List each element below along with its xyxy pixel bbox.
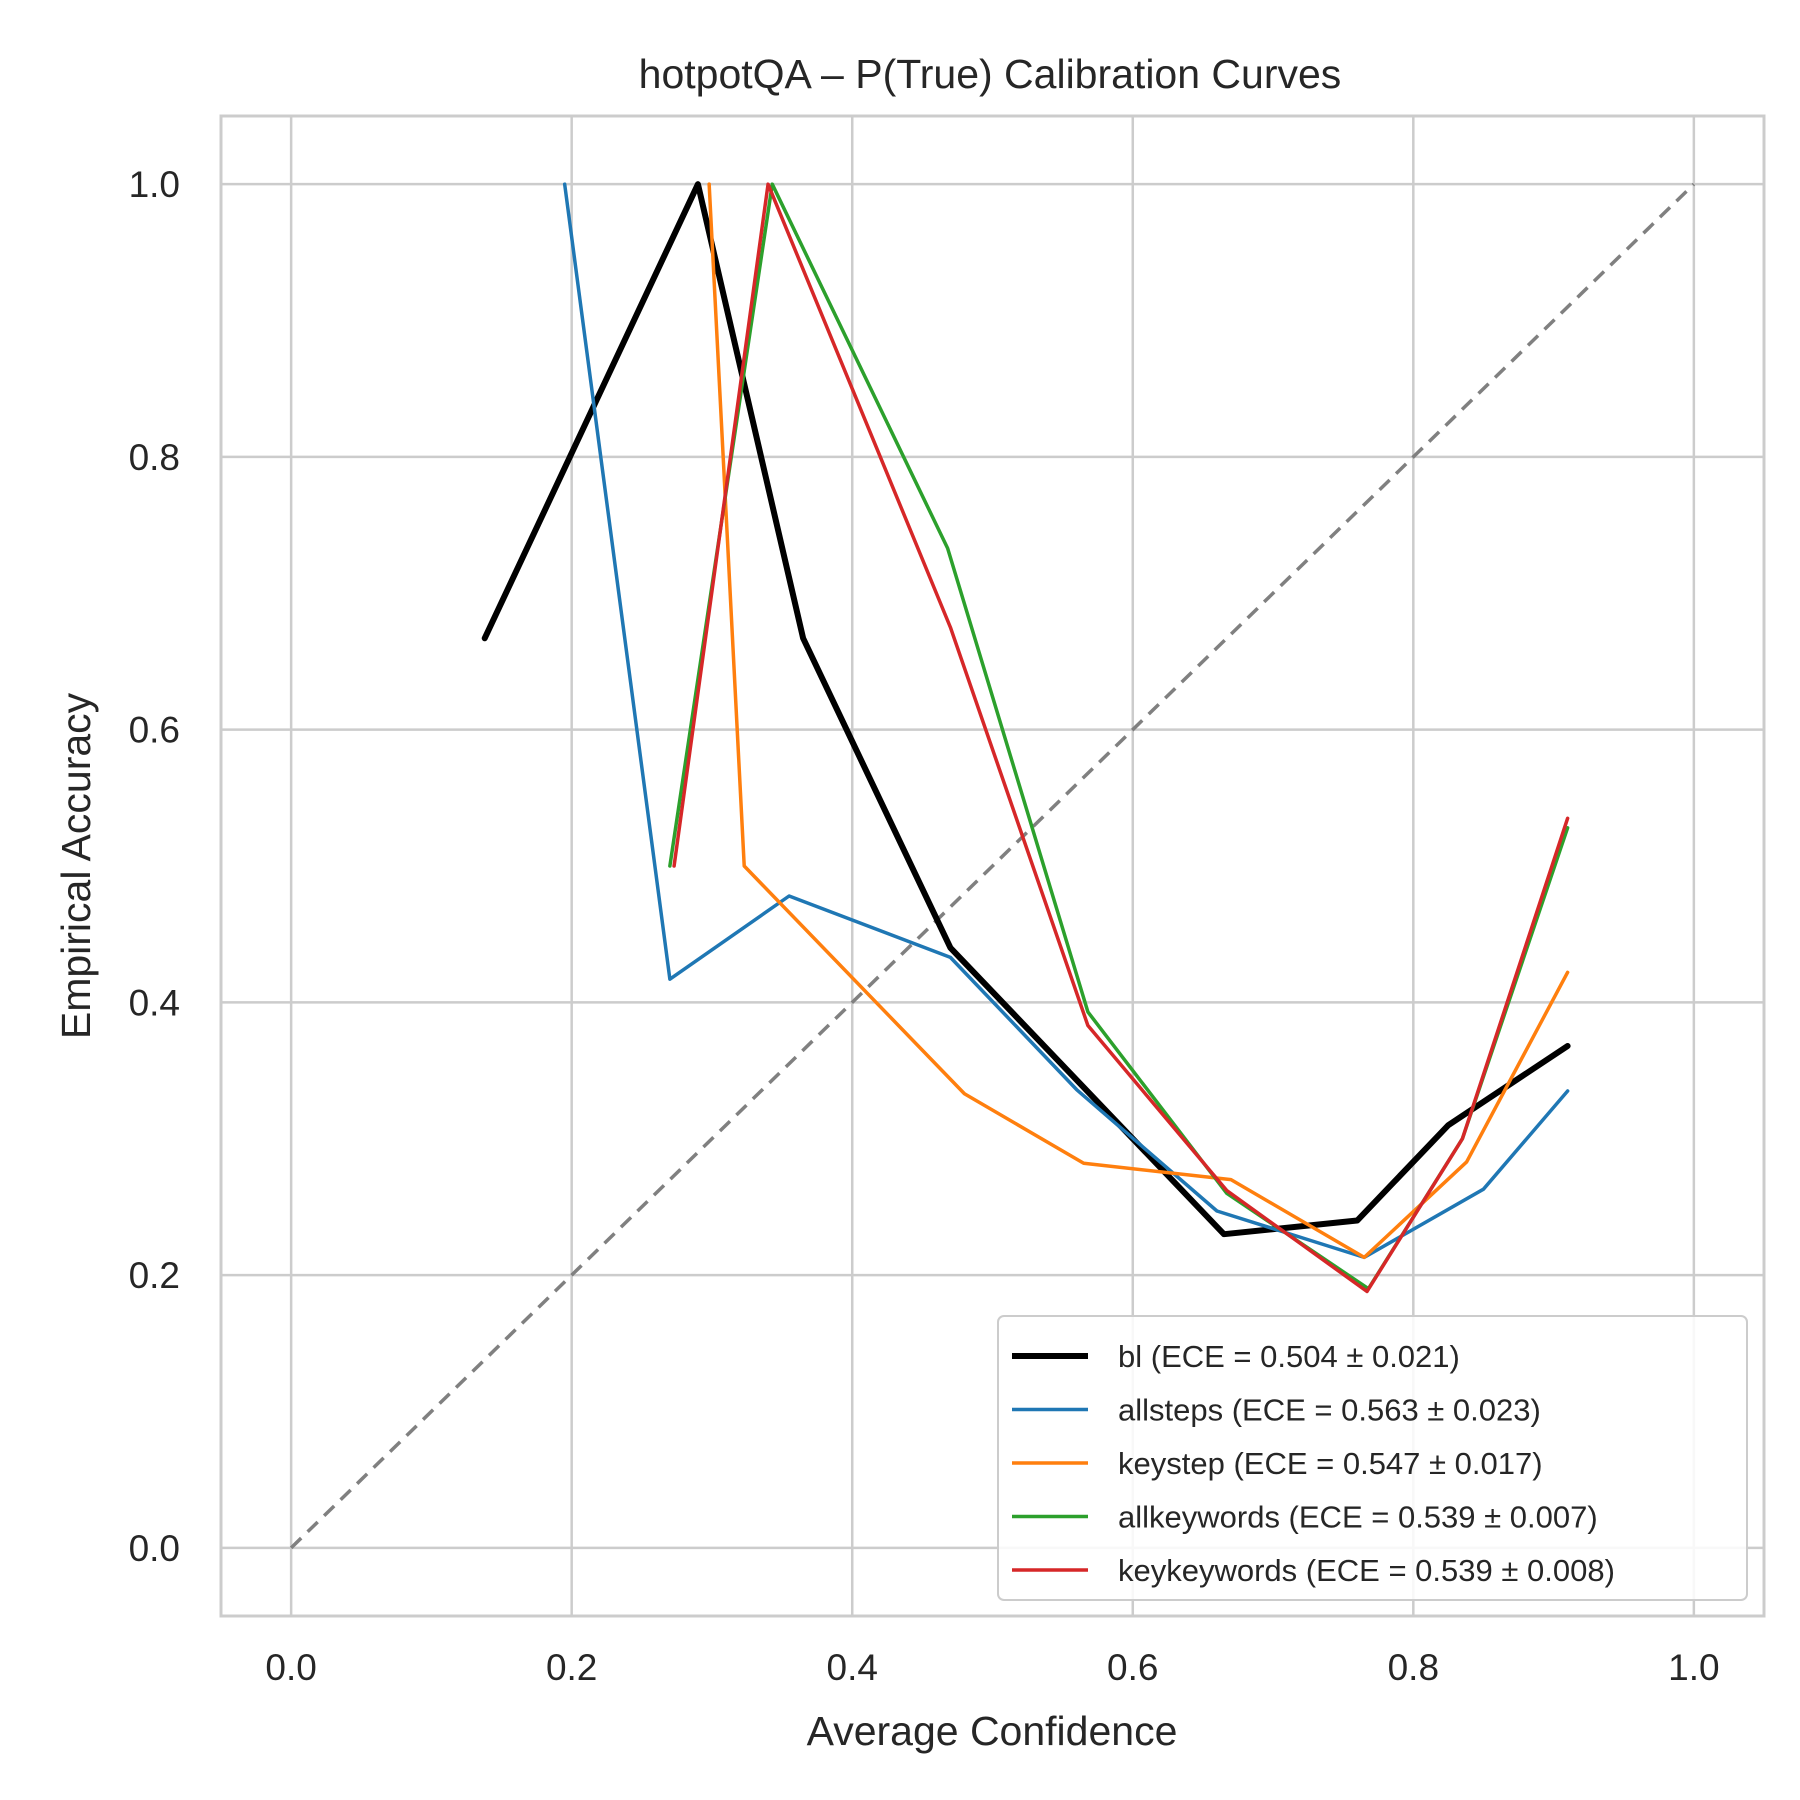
x-tick-label: 0.4 <box>827 1647 878 1688</box>
series-line-2 <box>707 182 1570 1260</box>
x-tick-label: 0.2 <box>546 1647 597 1688</box>
series-line-4 <box>672 182 1570 1294</box>
y-tick-label: 0.8 <box>129 437 180 478</box>
legend-box <box>997 1315 1748 1601</box>
legend-label: allsteps (ECE = 0.563 ± 0.023) <box>1118 1393 1541 1428</box>
diagonal-line <box>289 182 1696 1550</box>
chart-title: hotpotQA – P(True) Calibration Curves <box>639 51 1342 97</box>
plot-frame <box>219 114 1766 1618</box>
series-line-1 <box>562 182 1570 1260</box>
legend-label: bl (ECE = 0.504 ± 0.021) <box>1118 1339 1460 1374</box>
x-tick-label: 0.0 <box>265 1647 316 1688</box>
y-tick-label: 0.6 <box>129 710 180 751</box>
x-tick-labels: 0.0 0.2 0.4 0.6 0.8 1.0 <box>265 1647 1719 1688</box>
y-tick-label: 1.0 <box>129 164 180 205</box>
series-line-0 <box>481 181 1571 1238</box>
y-tick-label: 0.2 <box>129 1255 180 1296</box>
x-tick-label: 0.6 <box>1107 1647 1158 1688</box>
y-axis-label: Empirical Accuracy <box>53 692 99 1039</box>
legend-label: keystep (ECE = 0.547 ± 0.017) <box>1118 1446 1543 1481</box>
y-tick-labels: 0.0 0.2 0.4 0.6 0.8 1.0 <box>129 164 180 1569</box>
legend-label: keykeywords (ECE = 0.539 ± 0.008) <box>1118 1553 1615 1588</box>
x-axis-label: Average Confidence <box>807 1708 1178 1754</box>
legend-label: allkeywords (ECE = 0.539 ± 0.007) <box>1118 1500 1598 1535</box>
legend: bl (ECE = 0.504 ± 0.021) allsteps (ECE = … <box>997 1315 1748 1601</box>
y-tick-label: 0.4 <box>129 982 180 1023</box>
x-tick-label: 0.8 <box>1388 1647 1439 1688</box>
series-lines <box>481 181 1571 1294</box>
perfect-calibration-diagonal <box>289 182 1696 1550</box>
y-tick-label: 0.0 <box>129 1528 180 1569</box>
x-tick-label: 1.0 <box>1668 1647 1719 1688</box>
